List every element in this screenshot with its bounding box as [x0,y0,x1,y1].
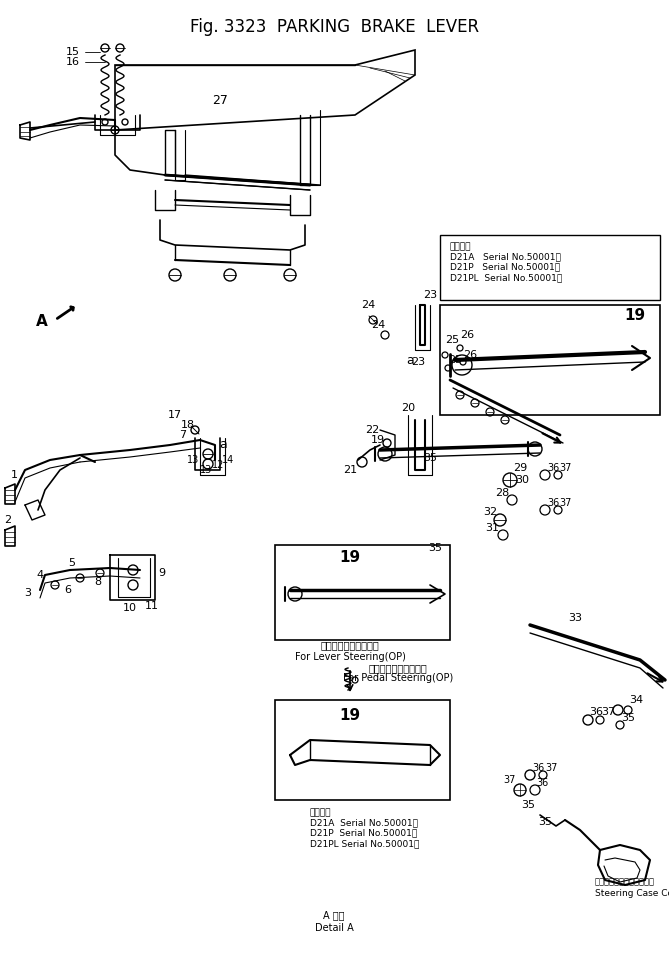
Text: 24: 24 [361,300,375,310]
Text: 2: 2 [5,515,11,525]
Text: 16: 16 [66,57,80,67]
Text: 26: 26 [460,330,474,340]
Text: A 詳細: A 詳細 [323,910,345,920]
Text: 3: 3 [25,588,31,598]
Text: Steering Case Cover: Steering Case Cover [595,889,669,897]
Text: 37: 37 [601,707,615,717]
Text: 26: 26 [463,350,477,360]
Text: 32: 32 [483,507,497,517]
Text: 37: 37 [504,775,516,785]
Text: 25: 25 [448,355,462,365]
Text: 13: 13 [200,465,212,475]
Text: a: a [406,353,414,367]
Text: 適用号機
D21A  Serial No.50001～
D21P  Serial No.50001～
D21PL Serial No.50001～: 適用号機 D21A Serial No.50001～ D21P Serial N… [310,808,419,848]
Text: 1: 1 [11,470,17,480]
Text: 37: 37 [560,463,572,473]
Text: 35: 35 [621,713,635,723]
Text: 36: 36 [547,498,559,508]
Text: 23: 23 [411,357,425,367]
Text: 14: 14 [222,455,234,465]
Text: 19: 19 [371,435,385,445]
Text: ステアリングケースカバー: ステアリングケースカバー [595,877,655,887]
Text: レバーステアリング用: レバーステアリング用 [320,640,379,650]
Text: 4: 4 [36,570,43,580]
Text: 7: 7 [179,430,187,440]
Text: For Lever Steering(OP): For Lever Steering(OP) [294,652,405,662]
Bar [440,235,660,300]
Text: 19: 19 [339,707,361,723]
Text: 35: 35 [428,543,442,553]
Text: 5: 5 [68,558,76,568]
Bar [275,545,450,640]
Text: 9: 9 [159,568,165,578]
Text: 17: 17 [168,410,182,420]
Text: 12: 12 [212,460,224,470]
Text: 21: 21 [343,465,357,475]
Text: 35: 35 [521,800,535,810]
Bar [275,700,450,800]
Text: 11: 11 [145,601,159,611]
Text: 36: 36 [589,707,603,717]
Text: A: A [36,315,48,329]
Text: 22: 22 [365,425,379,435]
Text: 19: 19 [624,308,646,322]
Text: Fig. 3323  PARKING  BRAKE  LEVER: Fig. 3323 PARKING BRAKE LEVER [190,18,479,36]
Text: 20: 20 [401,403,415,413]
Text: 35: 35 [538,817,552,827]
Text: 6: 6 [64,585,72,595]
Text: 10: 10 [123,603,137,613]
Text: 29: 29 [513,463,527,473]
Text: 37: 37 [560,498,572,508]
Text: 36: 36 [547,463,559,473]
Text: 25: 25 [445,335,459,345]
Text: 15: 15 [66,47,80,57]
Text: 37: 37 [545,763,557,773]
Text: ペダルステアリング用: ペダルステアリング用 [369,663,427,673]
Text: 31: 31 [485,523,499,533]
Text: 23: 23 [423,290,437,300]
Text: 27: 27 [212,94,228,106]
Text: For Pedal Steering(OP): For Pedal Steering(OP) [343,673,453,683]
Text: a: a [219,438,227,452]
Text: 18: 18 [181,420,195,430]
Text: 36: 36 [536,778,548,788]
Text: Detail A: Detail A [314,923,353,933]
Text: 19: 19 [339,550,361,565]
Text: 24: 24 [371,320,385,330]
Text: 28: 28 [495,488,509,498]
Text: 8: 8 [94,577,102,587]
Text: 13: 13 [187,455,199,465]
Text: 34: 34 [629,695,643,705]
Text: 33: 33 [568,613,582,623]
Text: 適用号機
D21A   Serial No.50001～
D21P   Serial No.50001～
D21PL  Serial No.50001～: 適用号機 D21A Serial No.50001～ D21P Serial N… [450,242,562,282]
Text: 30: 30 [515,475,529,485]
Bar [440,305,660,415]
Text: 36: 36 [532,763,544,773]
Text: 35: 35 [423,453,437,463]
